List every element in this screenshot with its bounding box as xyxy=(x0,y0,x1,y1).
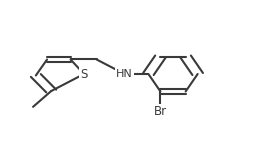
Text: Br: Br xyxy=(154,105,167,118)
Text: S: S xyxy=(80,67,88,81)
Text: HN: HN xyxy=(116,69,133,79)
